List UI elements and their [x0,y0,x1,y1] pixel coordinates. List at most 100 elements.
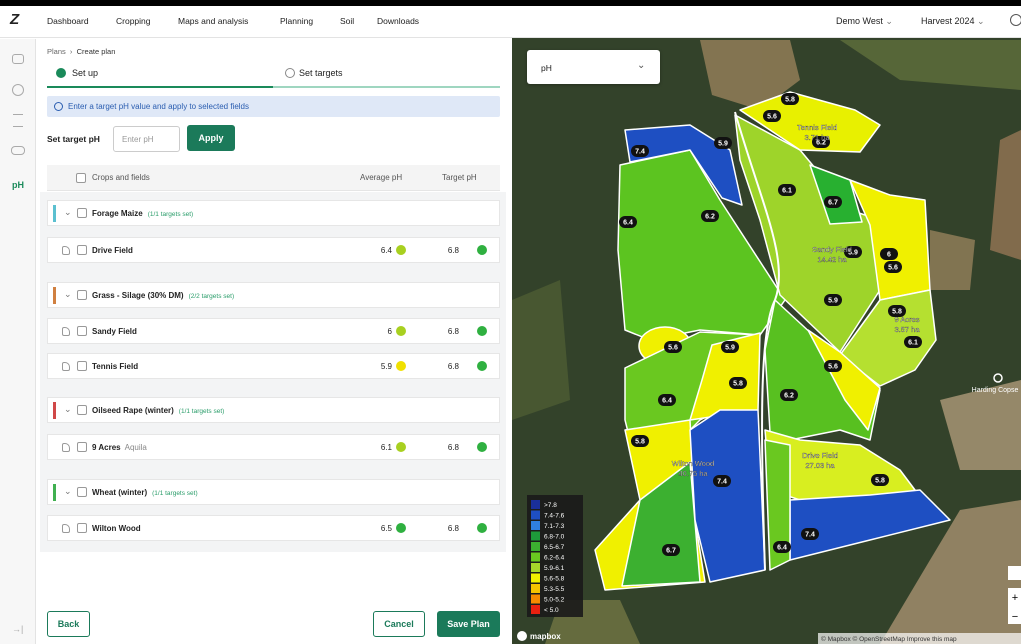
nav-item[interactable]: Cropping [116,16,151,26]
field-icon [62,443,70,452]
legend-label: 5.0-5.2 [544,597,565,604]
field-name: Tennis Field [92,362,138,371]
legend-swatch [531,500,540,509]
side-icon[interactable] [13,114,23,127]
account-icon[interactable] [1010,14,1021,26]
zoom-out[interactable]: − [1012,611,1018,623]
legend-label: 6.8-7.0 [544,534,565,541]
side-icon[interactable] [11,146,25,155]
step[interactable]: Set up [72,68,98,78]
checkbox[interactable] [77,326,87,336]
checkbox[interactable] [77,442,87,452]
crumb[interactable]: Plans [47,47,66,56]
back-button[interactable]: Back [47,611,90,637]
expand-chevron[interactable]: ⌄ [64,486,72,497]
ph-value: 6.2 [705,214,715,221]
app: Z Demo West ⌄ Harvest 2024 ⌄ pH →| Plans… [0,0,1021,644]
group-name: Wheat (winter)(1/1 targets set) [92,488,198,497]
group-color [53,287,56,304]
cancel-button[interactable]: Cancel [373,611,425,637]
field-name: Drive Field [92,246,133,255]
legend-label: 5.3-5.5 [544,586,565,593]
legend-label: 6.2-6.4 [544,555,565,562]
variety: Aquila [125,443,147,452]
nav-item[interactable]: Planning [280,16,313,26]
legend-swatch [531,584,540,593]
average-dot [396,523,406,533]
ph-value: 5.6 [888,265,898,272]
checkbox[interactable] [77,405,87,415]
side-icon[interactable] [12,84,24,96]
nav-item[interactable]: Downloads [377,16,419,26]
step[interactable]: Set targets [299,68,343,78]
target-ph: 6.8 [448,327,459,336]
nav-item[interactable]: Soil [340,16,354,26]
side-ph[interactable]: pH [12,180,24,190]
legend: >7.87.4-7.67.1-7.36.8-7.06.5-6.76.2-6.45… [527,495,583,617]
expand-chevron[interactable]: ⌄ [64,207,72,218]
legend-label: 7.4-7.6 [544,513,565,520]
ph-value: 5.8 [875,478,885,485]
target-dot [477,326,487,336]
average-ph: 6 [388,327,392,336]
side-icon[interactable] [12,54,24,64]
legend-label: >7.8 [544,502,557,509]
field-area: 14.42 ha [817,255,847,264]
field-area: 27.03 ha [805,461,835,470]
nav-item[interactable]: Dashboard [47,16,89,26]
season-select[interactable]: Harvest 2024 ⌄ [921,16,985,27]
checkbox[interactable] [77,361,87,371]
ph-value: 6.1 [908,340,918,347]
season-name: Harvest 2024 [921,16,975,26]
ph-value: 5.8 [733,381,743,388]
placeholder: Enter pH [122,135,154,144]
legend-swatch [531,521,540,530]
chevron: ⌄ [637,60,645,71]
zoom-in[interactable]: + [1012,592,1018,604]
layer-select[interactable]: pH ⌄ [527,50,660,84]
group-status: (1/1 targets set) [148,211,194,218]
legend-swatch [531,574,540,583]
attribution[interactable]: © Mapbox © OpenStreetMap Improve this ma… [821,635,957,643]
ph-value: 7.4 [717,479,727,486]
mapbox-mark [517,631,527,641]
legend-swatch [531,605,540,614]
legend-label: 5.9-6.1 [544,565,565,572]
ph-value: 7.4 [805,532,815,539]
ph-value: 5.6 [767,114,777,121]
target-dot [477,361,487,371]
ph-value: 5.8 [785,97,795,104]
legend-label: 5.6-5.8 [544,576,565,583]
checkbox[interactable] [77,487,87,497]
checkbox[interactable] [77,208,87,218]
expand-chevron[interactable]: ⌄ [64,289,72,300]
average-ph: 6.4 [381,246,392,255]
nav-item[interactable]: Maps and analysis [178,16,248,26]
ph-value: 6.4 [662,398,672,405]
logo[interactable]: Z [10,11,19,28]
target-dot [477,523,487,533]
checkbox[interactable] [77,523,87,533]
save-button[interactable]: Save Plan [437,611,500,637]
step-check [56,68,66,78]
collapse-icon[interactable]: →| [12,624,23,634]
checkbox[interactable] [77,290,87,300]
map-settings[interactable] [1008,566,1021,580]
average-ph: 5.9 [381,362,392,371]
target-ph: 6.8 [448,246,459,255]
group-status: (1/1 targets set) [179,408,225,415]
expand-chevron[interactable]: ⌄ [64,404,72,415]
field-label: Wilton Wood [672,459,714,468]
field-icon [62,246,70,255]
target-input[interactable]: Enter pH [113,126,180,152]
farm-select[interactable]: Demo West ⌄ [836,16,893,27]
average-ph: 6.5 [381,524,392,533]
apply-button[interactable]: Apply [187,125,235,151]
checkbox-all[interactable] [76,173,86,183]
crumb: Create plan [77,47,116,56]
col-header: Average pH [360,173,402,182]
field-label: Tennis Field [797,123,837,132]
checkbox[interactable] [77,245,87,255]
